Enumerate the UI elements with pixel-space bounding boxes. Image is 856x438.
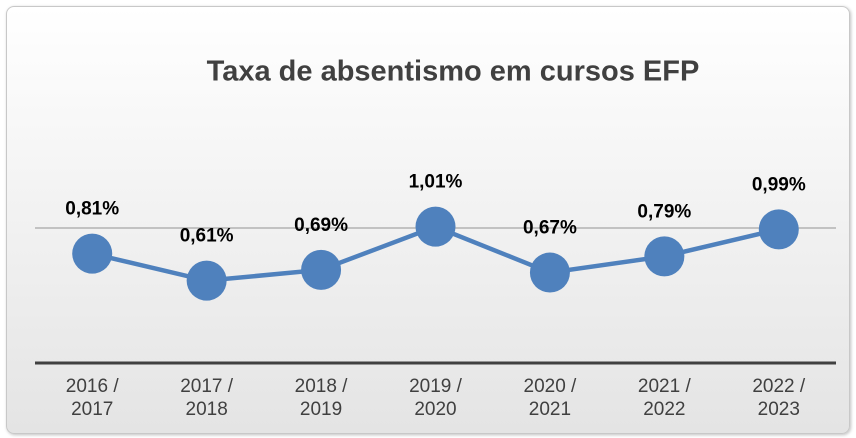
marker [529, 252, 570, 293]
data-label: 1,01% [409, 172, 463, 193]
x-tick-label: 2022 / 2023 [752, 376, 806, 420]
data-label: 0,69% [294, 215, 348, 236]
data-label: 0,81% [65, 199, 119, 220]
marker [301, 249, 342, 290]
x-tick-label: 2019 / 2020 [409, 376, 462, 420]
marker [186, 260, 227, 301]
x-tick-label: 2020 / 2021 [523, 376, 577, 420]
chart: Taxa de absentismo em cursos EFP 0,81% 0,… [6, 6, 850, 434]
marker [415, 206, 456, 247]
marker [758, 209, 799, 250]
marker [72, 233, 113, 274]
x-tick-label: 2021 / 2022 [637, 376, 691, 420]
x-tick-label: 2017 / 2018 [180, 376, 234, 420]
data-label: 0,79% [637, 201, 691, 222]
data-label: 0,67% [523, 218, 577, 239]
x-tick-label: 2016 / 2017 [65, 376, 119, 420]
marker [644, 236, 685, 277]
plot: Taxa de absentismo em cursos EFP 0,81% 0,… [35, 56, 836, 365]
chart-title: Taxa de absentismo em cursos EFP [207, 56, 700, 88]
data-label: 0,61% [180, 226, 234, 247]
data-label: 0,99% [752, 174, 806, 195]
x-tick-label: 2018 / 2019 [294, 376, 348, 420]
